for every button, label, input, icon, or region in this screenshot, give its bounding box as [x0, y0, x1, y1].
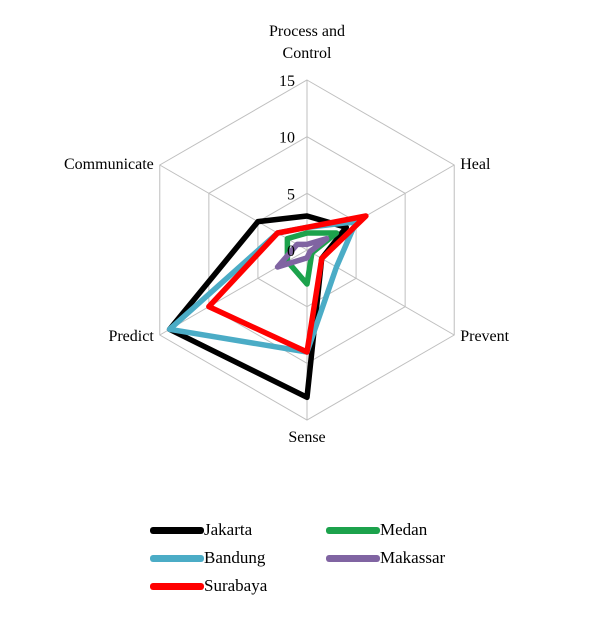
tick-label-0: 0	[287, 243, 295, 260]
axis-label-prevent: Prevent	[460, 328, 509, 345]
legend-item-surabaya: Surabaya	[150, 574, 267, 598]
legend-swatch-makassar	[326, 554, 380, 562]
radar-grid	[159, 79, 455, 421]
legend-swatch-bandung	[150, 554, 204, 562]
radar-series	[166, 213, 369, 401]
tick-label-15: 15	[279, 73, 295, 90]
legend-item-bandung: Bandung	[150, 546, 265, 570]
legend-label-surabaya: Surabaya	[204, 576, 268, 595]
series-makassar	[274, 235, 330, 270]
legend-label-jakarta: Jakarta	[204, 520, 253, 539]
series-jakarta	[166, 213, 350, 401]
axis-label-sense: Sense	[288, 429, 325, 446]
legend-swatch-medan	[326, 526, 380, 534]
spoke-communicate	[159, 164, 308, 251]
legend-label-medan: Medan	[380, 520, 428, 539]
legend: Jakarta Medan Bandung Makassar Surabaya	[150, 518, 480, 602]
axis-label-predict: Predict	[108, 328, 154, 345]
legend-label-bandung: Bandung	[204, 548, 266, 567]
axis-label-communicate: Communicate	[64, 156, 154, 173]
legend-item-medan: Medan	[326, 518, 427, 542]
radar-labels: 0 5 10 15 Process and Control Heal Prevent Sense…	[64, 23, 510, 446]
legend-item-makassar: Makassar	[326, 546, 445, 570]
tick-label-10: 10	[279, 130, 295, 147]
legend-swatch-surabaya	[150, 582, 204, 590]
legend-swatch-jakarta	[150, 526, 204, 534]
axis-label-heal: Heal	[460, 156, 491, 173]
series-medan	[284, 230, 340, 287]
axis-label-process-and-control: Process and Control	[269, 23, 345, 62]
legend-item-jakarta: Jakarta	[150, 518, 252, 542]
tick-label-5: 5	[287, 186, 295, 203]
spoke-prevent	[306, 249, 455, 336]
series-surabaya	[206, 213, 369, 355]
legend-label-makassar: Makassar	[380, 548, 446, 567]
